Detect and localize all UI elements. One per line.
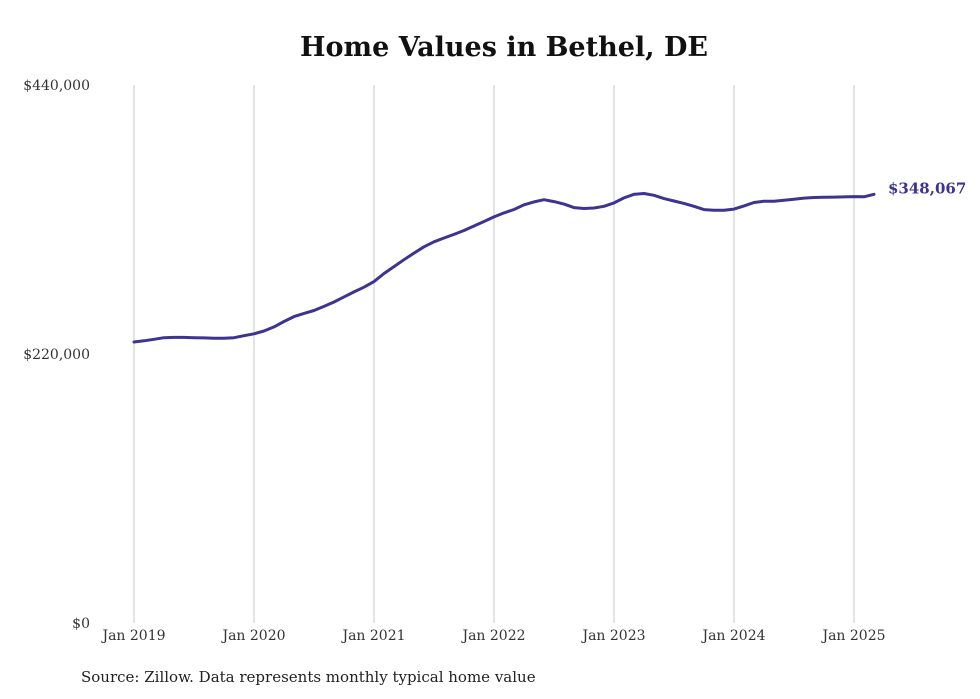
chart-title: Home Values in Bethel, DE (300, 32, 708, 63)
gridlines (133, 85, 855, 623)
x-tick-label: Jan 2019 (100, 628, 165, 644)
y-axis-ticks: $0 $220,000 $440,000 (23, 78, 90, 632)
y-tick-label: $0 (72, 616, 90, 632)
x-axis-ticks: Jan 2019 Jan 2020 Jan 2021 Jan 2022 Jan 2023… (100, 628, 885, 644)
x-tick-label: Jan 2023 (580, 628, 645, 644)
x-tick-label: Jan 2025 (820, 628, 885, 644)
y-tick-label: $440,000 (23, 78, 90, 94)
x-tick-label: Jan 2024 (700, 628, 765, 644)
x-tick-label: Jan 2022 (460, 628, 525, 644)
end-value-layer: $348,067 (888, 179, 966, 197)
end-value-label: $348,067 (888, 179, 966, 197)
x-tick-label: Jan 2020 (220, 628, 285, 644)
source-note: Source: Zillow. Data represents monthly … (81, 668, 536, 686)
home-value-line (132, 192, 876, 344)
series-layer (132, 192, 876, 344)
y-tick-label: $220,000 (23, 347, 90, 363)
x-tick-label: Jan 2021 (340, 628, 405, 644)
